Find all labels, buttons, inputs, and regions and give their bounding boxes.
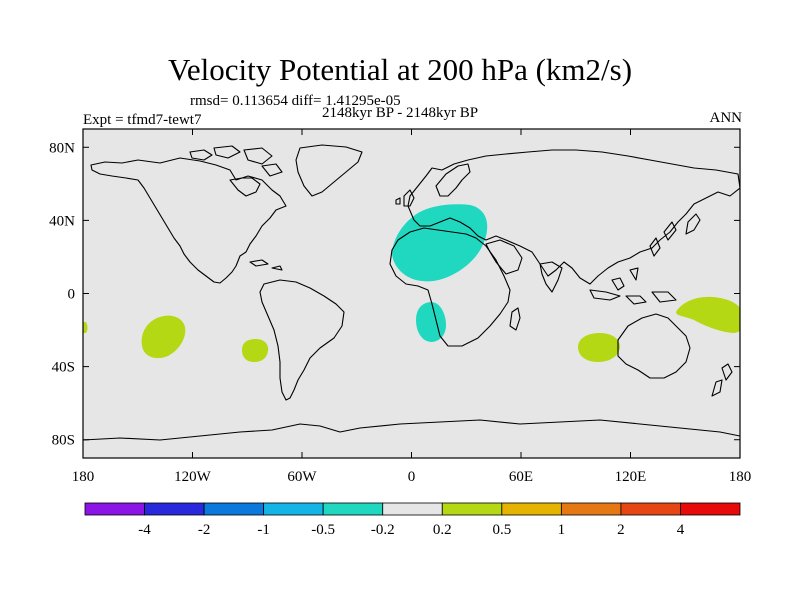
lat-tick-label: 80N: [49, 140, 75, 156]
anomaly-dateline-edge-positive: [83, 322, 88, 333]
longitude-axis: 180 120W 60W 0 60E 120E 180: [72, 129, 752, 485]
colorbar-label: 4: [677, 522, 685, 538]
coastline-layer: [83, 144, 740, 441]
colorbar-swatch: [203, 502, 265, 516]
anomaly-west-pacific-positive: [676, 296, 740, 333]
colorbar-swatch: [441, 502, 503, 516]
colorbar-swatch: [680, 502, 741, 516]
latitude-axis: 80N 40N 0 40S 80S: [49, 140, 740, 449]
colorbar-label: 0.2: [433, 522, 452, 538]
colorbar-swatch: [144, 502, 205, 516]
colorbar-swatch: [263, 502, 324, 516]
lon-tick-label: 60E: [509, 469, 533, 485]
lon-tick-label: 60W: [287, 469, 317, 485]
coast-madagascar: [509, 307, 521, 331]
season-label: ANN: [709, 110, 743, 126]
colorbar-swatch: [560, 502, 622, 516]
coast-hudson-bay: [229, 177, 261, 197]
lon-tick-label: 0: [408, 469, 416, 485]
colorbar-label: 1: [558, 522, 566, 538]
colorbar: -4 -2 -1 -0.5 -0.2 0.2 0.5 1 2 4: [84, 502, 741, 538]
coast-arabia: [485, 239, 523, 275]
lon-tick-label: 120W: [174, 469, 212, 485]
colorbar-label: -1: [257, 522, 270, 538]
coast-india: [539, 261, 563, 293]
coast-north-america: [90, 157, 287, 284]
map-background: [83, 129, 740, 458]
lon-tick-label: 180: [72, 469, 95, 485]
colorbar-label: -0.2: [371, 522, 395, 538]
coast-japan: [685, 213, 701, 235]
lat-tick-label: 40S: [52, 360, 75, 376]
coast-canadian-islands: [189, 145, 283, 177]
lat-tick-label: 40N: [49, 213, 75, 229]
coast-caribbean-islands: [249, 259, 283, 271]
colorbar-label: 2: [617, 522, 625, 538]
colorbar-label: 0.5: [492, 522, 511, 538]
coast-britain: [395, 189, 415, 207]
stats-line: rmsd= 0.113654 diff= 1.41295e-05: [190, 93, 401, 109]
coast-south-america: [259, 279, 345, 401]
colorbar-label: -4: [138, 522, 151, 538]
anomaly-indian-ocean-positive: [578, 333, 620, 362]
coast-scandinavia: [435, 163, 471, 197]
coast-greenland: [295, 144, 363, 197]
lat-tick-label: 80S: [52, 433, 75, 449]
lon-tick-label: 120E: [615, 469, 647, 485]
coast-new-zealand: [711, 363, 733, 397]
lon-tick-label: 180: [729, 469, 752, 485]
colorbar-swatch: [620, 502, 681, 516]
lat-tick-label: 0: [68, 287, 76, 303]
plot-title: Velocity Potential at 200 hPa (km2/s): [167, 52, 633, 87]
colorbar-swatch: [501, 502, 562, 516]
colorbar-swatch: [84, 502, 145, 516]
coast-antarctica: [83, 419, 740, 441]
anomaly-southeast-pacific-positive: [242, 339, 269, 362]
colorbar-label: -2: [198, 522, 211, 538]
coast-southeast-asia-islands: [589, 221, 677, 305]
coast-africa: [389, 227, 511, 347]
period-label: 2148kyr BP - 2148kyr BP: [322, 105, 479, 121]
coast-australia: [617, 313, 691, 379]
colorbar-swatch: [322, 502, 384, 516]
anomaly-east-pacific-positive: [141, 315, 186, 359]
colorbar-swatch: [382, 502, 443, 516]
experiment-label: Expt = tfmd7-tewt7: [83, 112, 202, 128]
colorbar-label: -0.5: [311, 522, 335, 538]
